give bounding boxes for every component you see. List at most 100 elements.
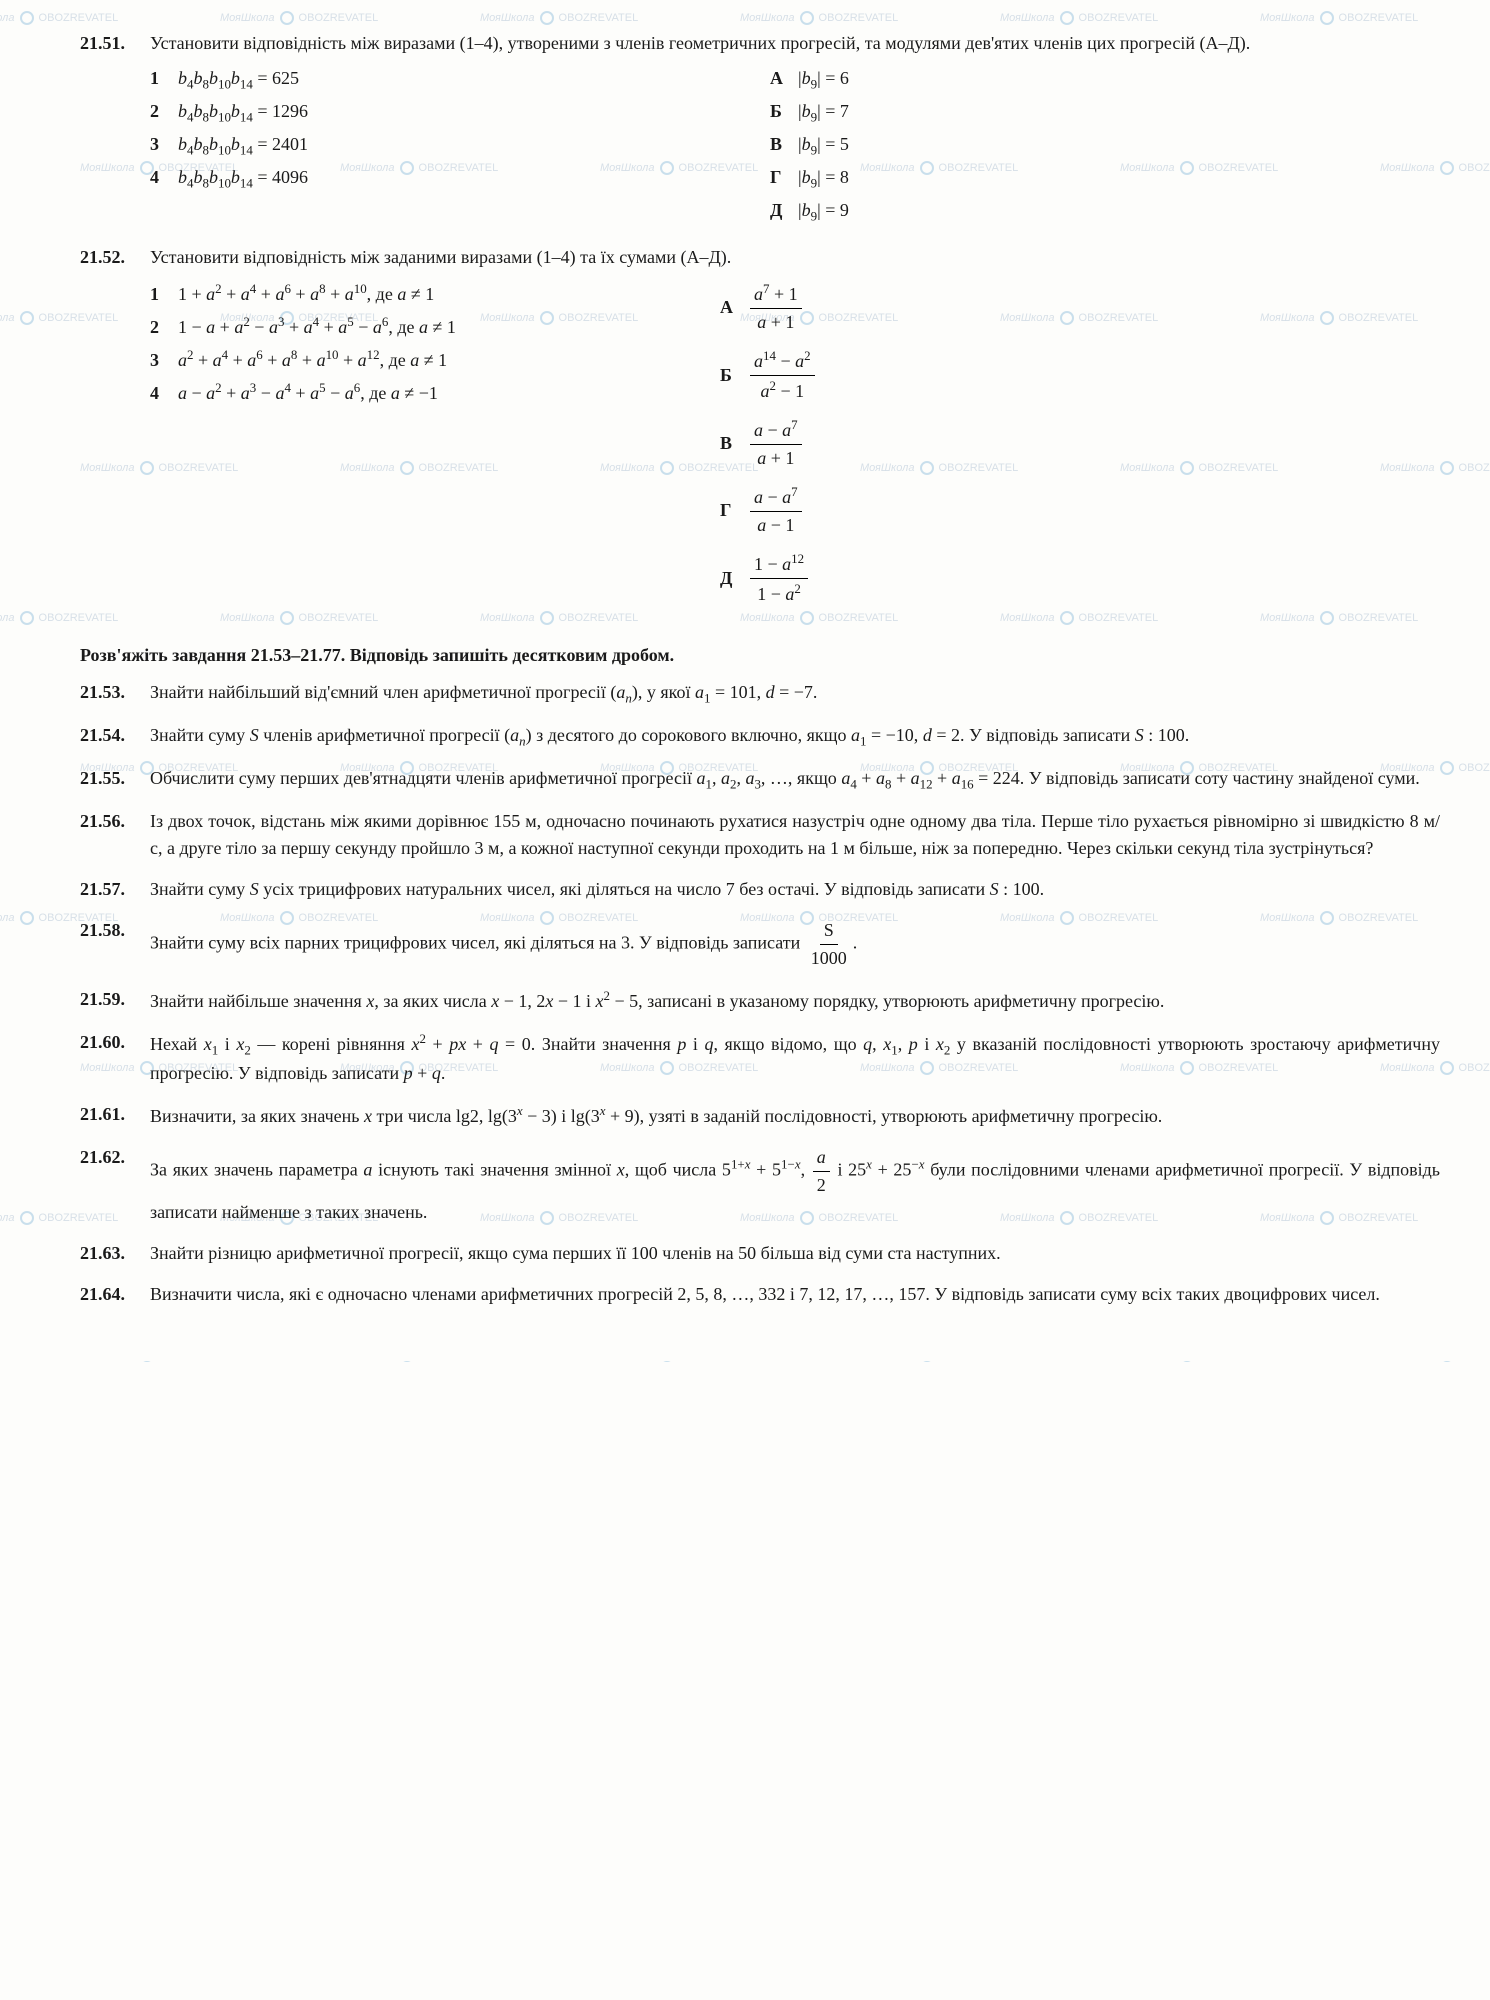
fraction: a − a7a + 1 <box>750 415 802 472</box>
problem-text: Визначити, за яких значень x три числа l… <box>150 1101 1440 1130</box>
problem-2152: 21.52. Установити відповідність між зада… <box>80 244 1440 618</box>
problem-2154: 21.54. Знайти суму S членів арифметичної… <box>80 722 1440 751</box>
matching-columns: 1b4b8b10b14 = 625 2b4b8b10b14 = 1296 3b4… <box>150 65 1440 230</box>
text-post: . <box>853 933 858 953</box>
problem-number: 21.62. <box>80 1144 150 1226</box>
problem-2159: 21.59. Знайти найбільше значення x, за я… <box>80 986 1440 1015</box>
answer-a: Аa7 + 1a + 1 <box>720 279 817 336</box>
problem-number: 21.56. <box>80 808 150 862</box>
problem-text: Знайти суму всіх парних трицифрових чисе… <box>150 917 1440 972</box>
problem-number: 21.63. <box>80 1240 150 1267</box>
answer-d: Д1 − a121 − a2 <box>720 549 817 608</box>
answer-label: Б <box>770 98 798 125</box>
option-label: 2 <box>150 98 178 125</box>
problem-number: 21.60. <box>80 1029 150 1087</box>
answer-a: А|b9| = 6 <box>770 65 849 94</box>
left-options: 11 + a2 + a4 + a6 + a8 + a10, де a ≠ 1 2… <box>150 279 570 618</box>
problem-text: Визначити числа, які є одночасно членами… <box>150 1281 1440 1308</box>
fraction: 1 − a121 − a2 <box>750 549 808 608</box>
answer-v: В|b9| = 5 <box>770 131 849 160</box>
answer-label: Д <box>770 197 798 224</box>
answer-label: В <box>720 430 748 457</box>
problem-number: 21.61. <box>80 1101 150 1130</box>
problem-number: 21.51. <box>80 30 150 230</box>
option-1: 11 + a2 + a4 + a6 + a8 + a10, де a ≠ 1 <box>150 279 570 308</box>
option-3: 3a2 + a4 + a6 + a8 + a10 + a12, де a ≠ 1 <box>150 345 570 374</box>
problem-2157: 21.57. Знайти суму S усіх трицифрових на… <box>80 876 1440 903</box>
left-options: 1b4b8b10b14 = 625 2b4b8b10b14 = 1296 3b4… <box>150 65 490 230</box>
option-label: 4 <box>150 164 178 191</box>
option-4: 4a − a2 + a3 − a4 + a5 − a6, де a ≠ −1 <box>150 378 570 407</box>
option-text: a2 + a4 + a6 + a8 + a10 + a12, де a ≠ 1 <box>178 345 447 374</box>
option-text: b4b8b10b14 = 2401 <box>178 131 308 160</box>
option-text: a − a2 + a3 − a4 + a5 − a6, де a ≠ −1 <box>178 378 438 407</box>
answer-b: Бa14 − a2a2 − 1 <box>720 346 817 405</box>
problem-number: 21.57. <box>80 876 150 903</box>
problem-text: Знайти найбільше значення x, за яких чис… <box>150 986 1440 1015</box>
option-label: 3 <box>150 347 178 374</box>
problem-2164: 21.64. Визначити числа, які є одночасно … <box>80 1281 1440 1308</box>
problem-number: 21.53. <box>80 679 150 708</box>
problem-prompt: Установити відповідність між виразами (1… <box>150 33 1250 53</box>
fraction: a7 + 1a + 1 <box>750 279 802 336</box>
answer-label: Г <box>720 497 748 524</box>
problem-number: 21.64. <box>80 1281 150 1308</box>
problem-2160: 21.60. Нехай x1 і x2 — корені рівняння x… <box>80 1029 1440 1087</box>
answer-label: В <box>770 131 798 158</box>
answer-b: Б|b9| = 7 <box>770 98 849 127</box>
answer-g: Г|b9| = 8 <box>770 164 849 193</box>
problem-text: Знайти суму S членів арифметичної прогре… <box>150 722 1440 751</box>
answer-text: |b9| = 9 <box>798 197 849 226</box>
problem-number: 21.52. <box>80 244 150 618</box>
answer-label: Г <box>770 164 798 191</box>
problem-2155: 21.55. Обчислити суму перших дев'ятнадця… <box>80 765 1440 794</box>
problem-2156: 21.56. Із двох точок, відстань між якими… <box>80 808 1440 862</box>
option-2: 21 − a + a2 − a3 + a4 + a5 − a6, де a ≠ … <box>150 312 570 341</box>
answer-label: Б <box>720 362 748 389</box>
problem-body: Установити відповідність між виразами (1… <box>150 30 1440 230</box>
problem-body: Установити відповідність між заданими ви… <box>150 244 1440 618</box>
option-text: b4b8b10b14 = 1296 <box>178 98 308 127</box>
text-pre: Знайти суму всіх парних трицифрових чисе… <box>150 933 805 953</box>
answer-text: |b9| = 7 <box>798 98 849 127</box>
problem-2161: 21.61. Визначити, за яких значень x три … <box>80 1101 1440 1130</box>
problem-number: 21.55. <box>80 765 150 794</box>
option-label: 3 <box>150 131 178 158</box>
problem-text: Знайти різницю арифметичної прогресії, я… <box>150 1240 1440 1267</box>
right-options: Аa7 + 1a + 1 Бa14 − a2a2 − 1 Вa − a7a + … <box>720 279 817 618</box>
problem-text: За яких значень параметра a існують такі… <box>150 1144 1440 1226</box>
problem-prompt: Установити відповідність між заданими ви… <box>150 247 731 267</box>
problem-2153: 21.53. Знайти найбільший від'ємний член … <box>80 679 1440 708</box>
problem-text: Знайти суму S усіх трицифрових натуральн… <box>150 876 1440 903</box>
right-options: А|b9| = 6 Б|b9| = 7 В|b9| = 5 Г|b9| = 8 … <box>770 65 849 230</box>
problem-2158: 21.58. Знайти суму всіх парних трицифров… <box>80 917 1440 972</box>
problem-2162: 21.62. За яких значень параметра a існую… <box>80 1144 1440 1226</box>
problem-number: 21.59. <box>80 986 150 1015</box>
fraction: a − a7a − 1 <box>750 482 802 539</box>
matching-columns: 11 + a2 + a4 + a6 + a8 + a10, де a ≠ 1 2… <box>150 279 1440 618</box>
problem-text: Обчислити суму перших дев'ятнадцяти член… <box>150 765 1440 794</box>
option-4: 4b4b8b10b14 = 4096 <box>150 164 490 193</box>
option-label: 2 <box>150 314 178 341</box>
option-text: 1 + a2 + a4 + a6 + a8 + a10, де a ≠ 1 <box>178 279 434 308</box>
problem-2151: 21.51. Установити відповідність між вира… <box>80 30 1440 230</box>
page-content: 21.51. Установити відповідність між вира… <box>80 30 1440 1308</box>
option-label: 4 <box>150 380 178 407</box>
answer-text: |b9| = 6 <box>798 65 849 94</box>
section-heading: Розв'яжіть завдання 21.53–21.77. Відпові… <box>80 642 1440 669</box>
fraction: a14 − a2a2 − 1 <box>750 346 815 405</box>
option-text: b4b8b10b14 = 4096 <box>178 164 308 193</box>
problem-number: 21.54. <box>80 722 150 751</box>
fraction: S1000 <box>807 917 851 972</box>
option-3: 3b4b8b10b14 = 2401 <box>150 131 490 160</box>
answer-label: А <box>770 65 798 92</box>
answer-g: Гa − a7a − 1 <box>720 482 817 539</box>
answer-text: |b9| = 5 <box>798 131 849 160</box>
option-1: 1b4b8b10b14 = 625 <box>150 65 490 94</box>
answer-v: Вa − a7a + 1 <box>720 415 817 472</box>
answer-d: Д|b9| = 9 <box>770 197 849 226</box>
problem-text: Нехай x1 і x2 — корені рівняння x2 + px … <box>150 1029 1440 1087</box>
problem-number: 21.58. <box>80 917 150 972</box>
answer-text: |b9| = 8 <box>798 164 849 193</box>
fraction: a2 <box>813 1144 830 1199</box>
